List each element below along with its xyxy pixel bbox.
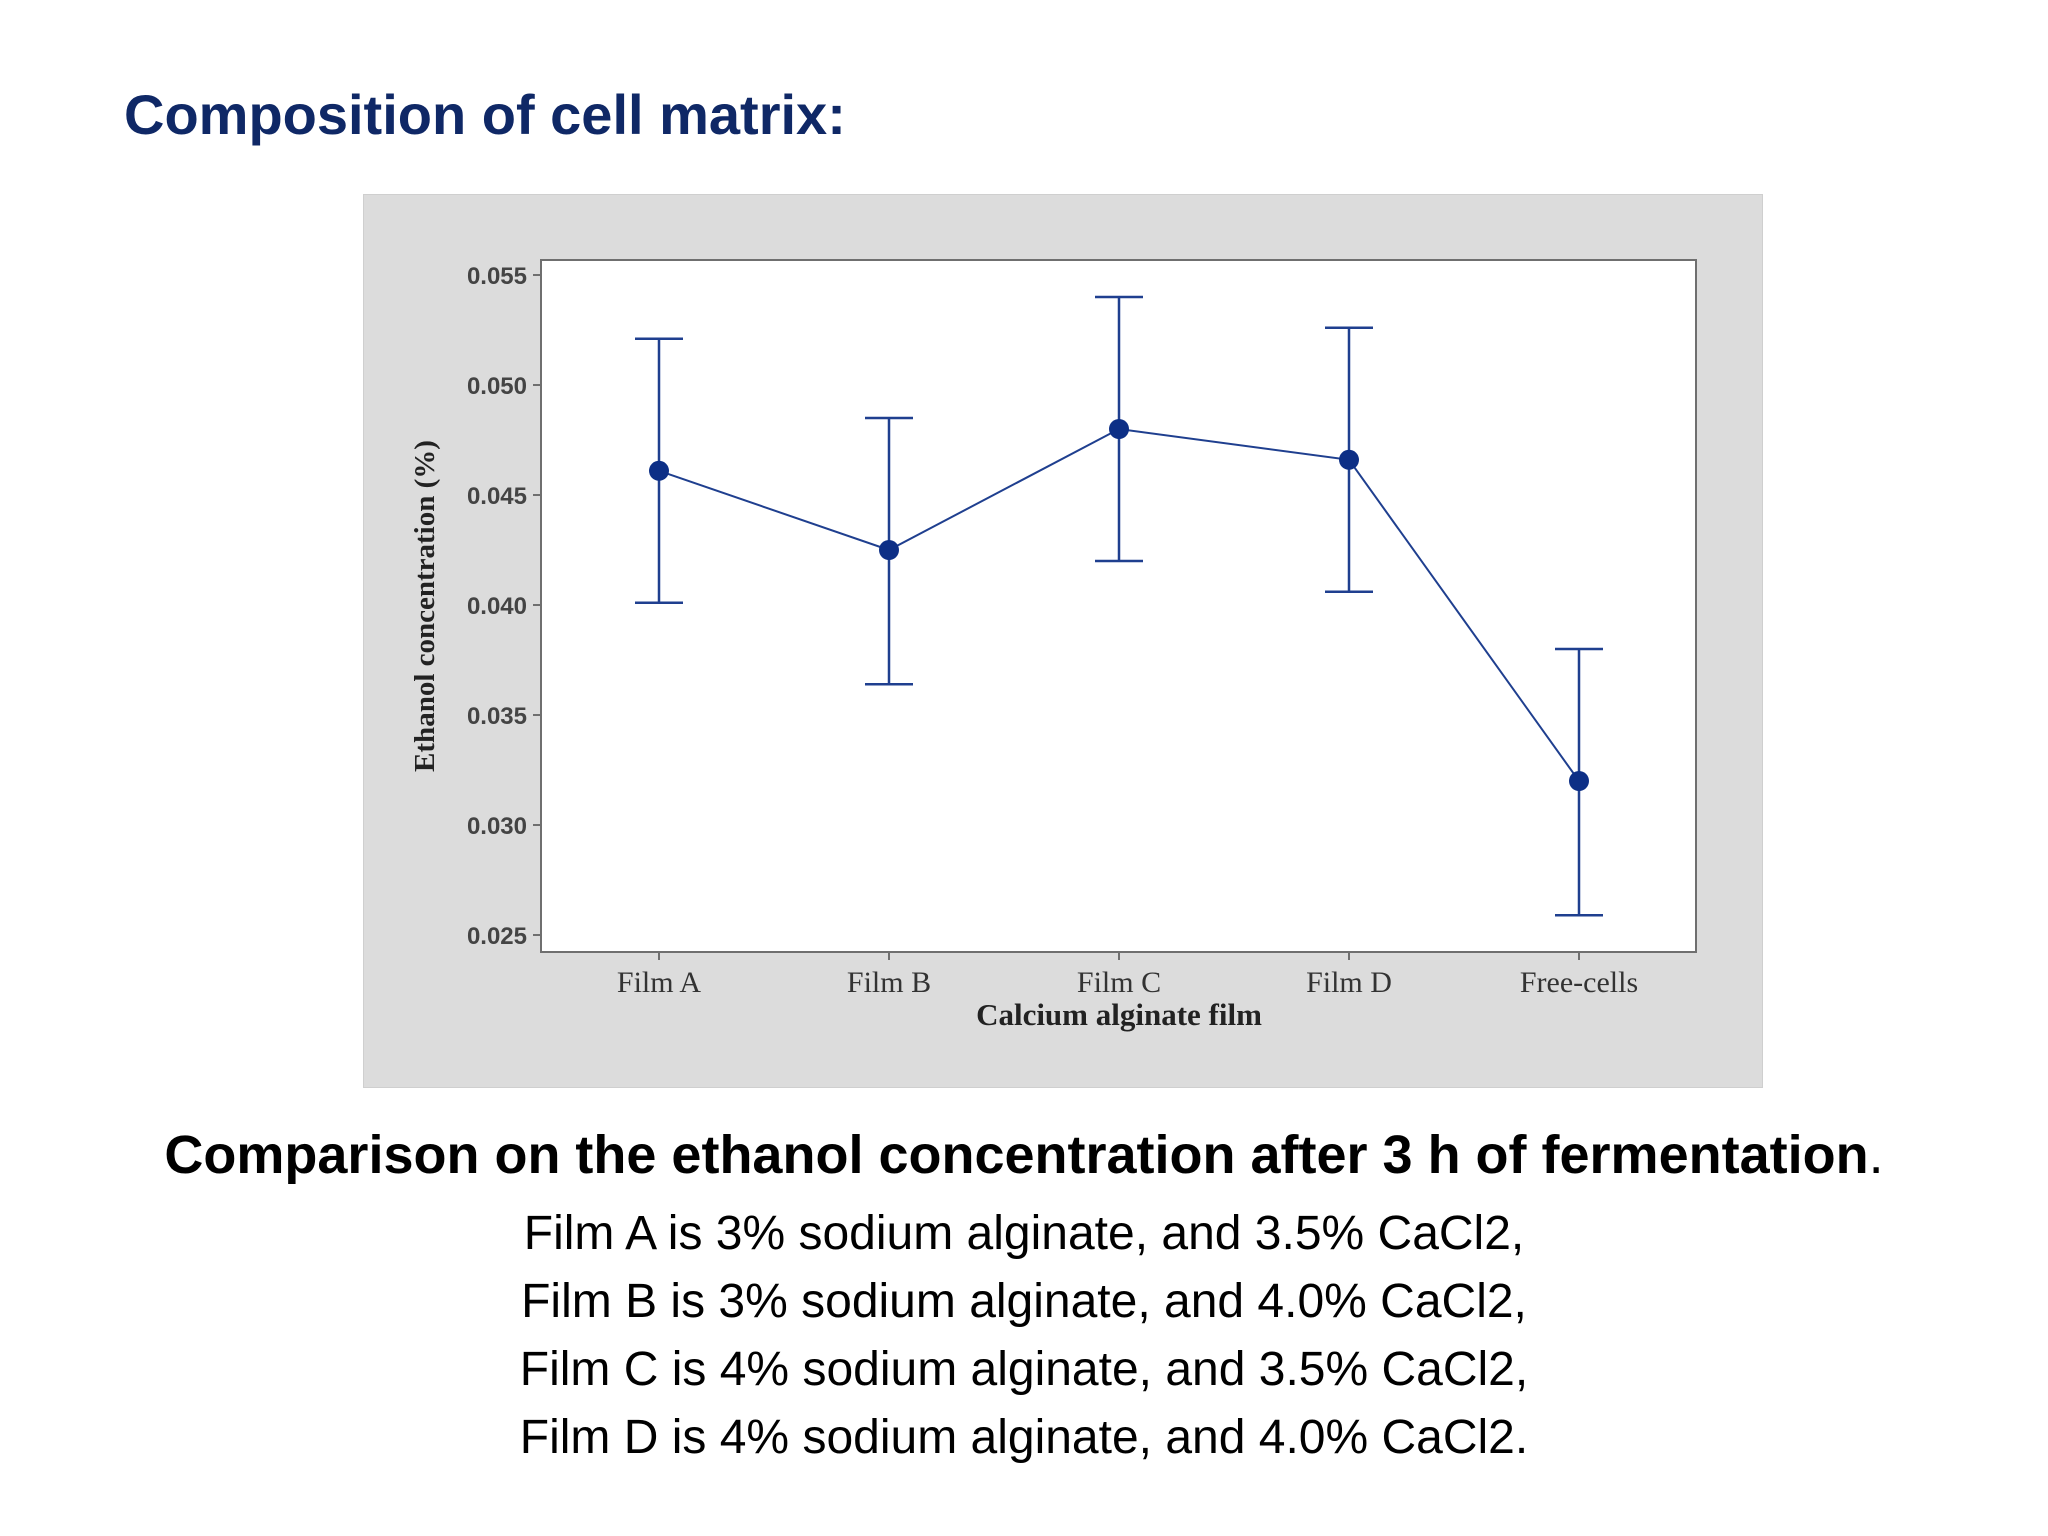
y-tick-label: 0.040: [467, 593, 527, 620]
y-axis: 0.025 0.030 0.035 0.040 0.045 0.050 0.055: [467, 263, 541, 950]
x-tick-label: Film C: [1077, 966, 1161, 999]
x-tick-label: Film A: [617, 966, 702, 999]
caption-line-film-c: Film C is 4% sodium alginate, and 3.5% C…: [519, 1343, 1529, 1396]
y-tick-label: 0.045: [467, 483, 527, 510]
y-axis-label: Ethanol concentration (%): [409, 440, 441, 772]
x-axis-label: Calcium alginate film: [976, 997, 1262, 1032]
y-tick-label: 0.050: [467, 373, 527, 400]
caption-line-film-a: Film A is 3% sodium alginate, and 3.5% C…: [523, 1207, 1525, 1260]
data-point: [1569, 771, 1589, 791]
data-point: [649, 460, 669, 481]
y-tick-label: 0.030: [467, 813, 527, 840]
caption-line-film-b: Film B is 3% sodium alginate, and 4.0% C…: [521, 1275, 1527, 1328]
y-tick-label: 0.025: [467, 923, 527, 950]
caption-lines: Film A is 3% sodium alginate, and 3.5% C…: [0, 1200, 2048, 1472]
x-tick-label: Film B: [847, 966, 931, 999]
data-points: [649, 419, 1589, 791]
x-axis: Film A Film B Film C Film D Free-cells: [617, 952, 1638, 999]
caption-line-film-d: Film D is 4% sodium alginate, and 4.0% C…: [519, 1411, 1529, 1464]
chart-frame: 0.025 0.030 0.035 0.040 0.045 0.050 0.055 Film…: [363, 194, 1763, 1088]
y-tick-label: 0.035: [467, 703, 527, 730]
ethanol-chart: 0.025 0.030 0.035 0.040 0.045 0.050 0.055 Film…: [409, 259, 1697, 1032]
caption-heading: Comparison on the ethanol concentration …: [0, 1124, 2048, 1186]
x-tick-label: Film D: [1306, 966, 1392, 999]
data-point: [1109, 419, 1129, 439]
data-point: [879, 540, 899, 560]
slide-title: Composition of cell matrix:: [124, 83, 846, 146]
x-tick-label: Free-cells: [1520, 966, 1638, 999]
caption-heading-period: .: [1868, 1125, 1884, 1185]
y-tick-label: 0.055: [467, 263, 527, 290]
caption-heading-text: Comparison on the ethanol concentration …: [164, 1125, 1869, 1185]
data-point: [1339, 449, 1359, 470]
